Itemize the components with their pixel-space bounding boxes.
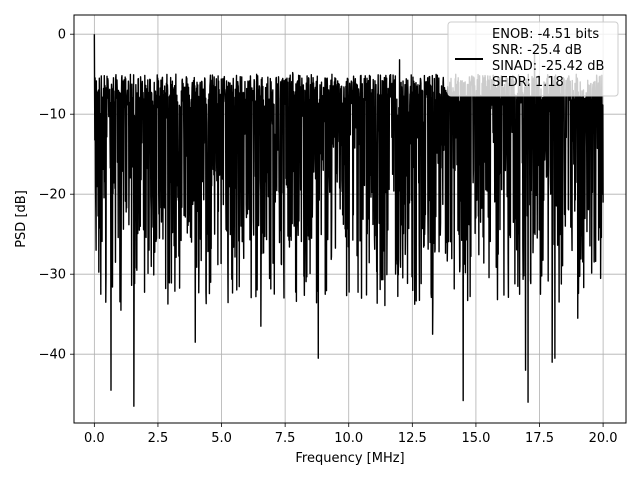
y-axis-ticks: 0 −10 −20 −30 −40	[39, 28, 74, 363]
y-tick-label: 0	[58, 28, 66, 43]
x-tick-label: 10.0	[334, 431, 363, 446]
x-tick-label: 0.0	[84, 431, 105, 446]
legend: ENOB: -4.51 bits SNR: -25.4 dB SINAD: -2…	[447, 21, 619, 97]
legend-box	[447, 21, 619, 97]
legend-entry-snr: SNR: -25.4 dB	[492, 43, 582, 58]
x-axis-ticks: 0.0 2.5 5.0 7.5 10.0 12.5 15.0 17.5 20.0	[84, 423, 618, 446]
legend-entry-enob: ENOB: -4.51 bits	[492, 27, 599, 42]
x-tick-label: 12.5	[398, 431, 427, 446]
x-tick-label: 7.5	[275, 431, 296, 446]
y-axis-label: PSD [dB]	[14, 190, 29, 248]
y-tick-label: −10	[39, 108, 66, 123]
y-tick-label: −20	[39, 188, 66, 203]
x-tick-label: 2.5	[148, 431, 169, 446]
x-axis-label: Frequency [MHz]	[295, 451, 404, 466]
legend-entry-sinad: SINAD: -25.42 dB	[492, 59, 604, 74]
x-tick-label: 17.5	[525, 431, 554, 446]
x-tick-label: 15.0	[461, 431, 490, 446]
x-tick-label: 5.0	[211, 431, 232, 446]
x-tick-label: 20.0	[589, 431, 618, 446]
legend-entry-sfdr: SFDR: 1.18	[492, 75, 564, 90]
plot-area	[93, 34, 604, 407]
y-tick-label: −40	[39, 348, 66, 363]
axes-frame	[73, 14, 627, 424]
y-tick-label: −30	[39, 268, 66, 283]
psd-series-line	[93, 34, 604, 407]
